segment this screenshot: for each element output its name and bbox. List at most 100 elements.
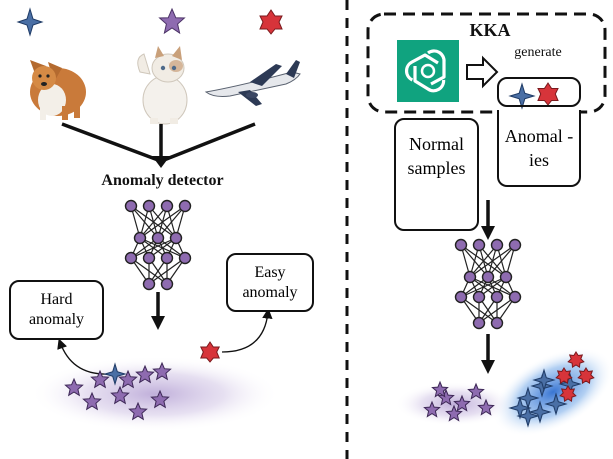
arrow-head-detector	[152, 156, 170, 168]
nn-edge	[469, 244, 516, 278]
arrow-head-network-down	[481, 360, 495, 374]
nn-node	[160, 277, 174, 291]
easy-anomaly-box: Easy anomaly	[226, 253, 314, 312]
nn-node	[454, 238, 468, 252]
nn-node	[178, 199, 192, 213]
blue-four-point-star-icon	[16, 7, 44, 37]
nn-node	[151, 231, 165, 245]
anomaly-star	[530, 374, 554, 398]
anomaly-red-shape	[559, 385, 577, 403]
anomaly-star	[528, 400, 552, 424]
nn-node	[133, 231, 147, 245]
normal-samples-left-cluster	[64, 361, 172, 421]
nn-node	[463, 270, 477, 284]
hard-anomaly-box: Hard anomaly	[9, 280, 104, 340]
anomalies-box	[497, 77, 581, 107]
nn-node	[472, 238, 486, 252]
anomaly-samples-right-cluster	[508, 368, 582, 428]
anomaly-star	[544, 392, 568, 416]
normal-star	[135, 364, 155, 384]
nn-edge	[139, 205, 186, 239]
normal-star	[90, 369, 110, 389]
anomaly-detector-label: Anomaly detector	[101, 172, 224, 189]
nn-node	[160, 199, 174, 213]
anomaly-star	[508, 396, 532, 420]
normal-star	[82, 391, 102, 411]
nn-node	[169, 231, 183, 245]
nn-node	[508, 290, 522, 304]
nn-edge	[478, 296, 516, 324]
nn-edge	[148, 257, 186, 285]
normal-star	[152, 361, 172, 381]
arrow-head-detector-down	[151, 316, 165, 330]
normal-star	[437, 388, 455, 406]
nn-node	[124, 199, 138, 213]
kka-dashed-box	[366, 12, 607, 114]
nn-node	[142, 277, 156, 291]
nn-edge	[469, 244, 498, 278]
dog-image	[30, 60, 86, 120]
normal-distribution-cloud-left	[30, 356, 280, 432]
purple-star-icon	[158, 7, 186, 35]
arrow-dog-to-detector	[61, 122, 159, 162]
nn-edge	[487, 244, 516, 278]
nn-node	[472, 316, 486, 330]
normal-star	[445, 404, 463, 422]
anomaly-red-shape	[567, 351, 585, 369]
anomaly-red-shape	[577, 367, 595, 385]
nn-node	[142, 251, 156, 265]
nn-node	[142, 199, 156, 213]
easy-anomaly-label: Easy anomaly	[242, 263, 298, 301]
normal-samples-box: Normal samples	[394, 118, 479, 231]
arrow-to-hard-anomaly	[57, 338, 111, 375]
nn-edge	[157, 205, 186, 239]
normal-distribution-cloud-right	[395, 382, 515, 426]
airplane-image	[204, 60, 301, 106]
nn-node	[160, 251, 174, 265]
nn-node	[508, 238, 522, 252]
anomaly-red-shapes-right	[555, 351, 595, 403]
normal-star	[477, 398, 495, 416]
normal-samples-label: Normal samples	[407, 134, 466, 178]
normal-star	[110, 385, 130, 405]
normal-star	[423, 400, 441, 418]
normal-star	[64, 377, 84, 397]
anomaly-red-shape	[555, 367, 573, 385]
chatgpt-logo-icon	[397, 40, 459, 102]
arrow-plane-to-detector	[163, 122, 256, 162]
nn-node	[481, 270, 495, 284]
arrow-right-icon	[466, 55, 499, 89]
neural-network-nodes-right	[454, 238, 522, 330]
nn-edge	[460, 276, 507, 298]
normal-star	[431, 380, 449, 398]
neural-network-icon-right	[460, 244, 516, 324]
easy-anomaly-red-shape	[199, 341, 221, 363]
nn-node	[490, 316, 504, 330]
cat-image	[137, 46, 188, 125]
nn-edge	[139, 205, 168, 239]
anomalies-label: Anomal -ies	[504, 125, 574, 170]
normal-star	[118, 369, 138, 389]
nn-node	[499, 270, 513, 284]
hard-anomaly-label: Hard anomaly	[28, 291, 85, 328]
nn-node	[178, 251, 192, 265]
generate-label: generate	[514, 45, 562, 60]
nn-node	[490, 290, 504, 304]
nn-node	[454, 290, 468, 304]
neural-network-nodes-left	[124, 199, 192, 291]
normal-star	[150, 389, 170, 409]
arrow-to-easy-anomaly	[221, 308, 273, 353]
normal-star	[128, 401, 148, 421]
arrow-head-samples-to-network	[481, 226, 495, 240]
anomalies-label-box: Anomal -ies	[497, 110, 581, 187]
normal-star	[453, 394, 471, 412]
red-heptagram-icon	[259, 9, 283, 35]
hard-anomaly-blue-star	[103, 362, 127, 386]
neural-network-icon-left	[130, 205, 186, 285]
kka-title: KKA	[469, 20, 511, 40]
generated-blue-star-icon	[508, 82, 536, 110]
anomaly-star	[516, 404, 540, 428]
normal-samples-right-cluster	[423, 380, 495, 422]
nn-node	[472, 290, 486, 304]
